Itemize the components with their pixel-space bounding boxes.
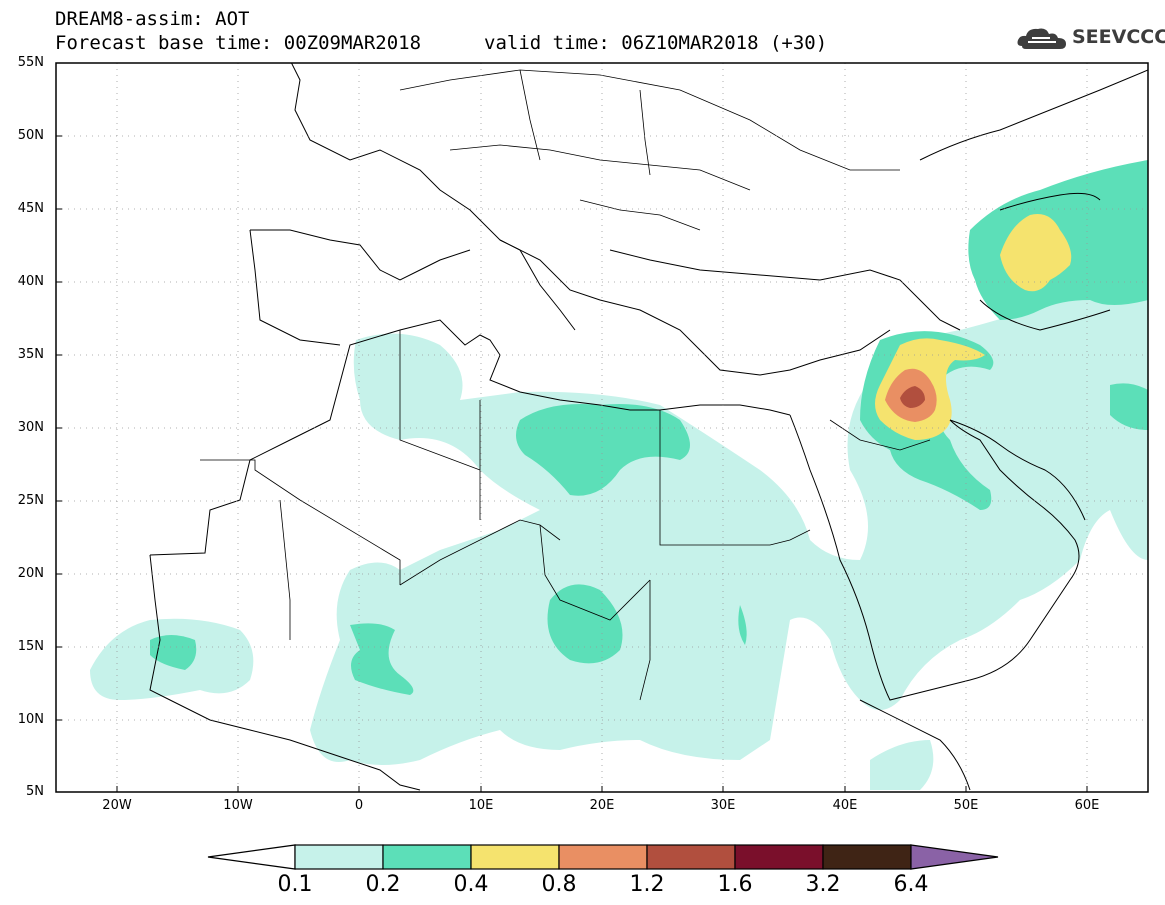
colorbar-label: 1.2 — [629, 872, 665, 897]
colorbar-label: 6.4 — [893, 872, 929, 897]
seevccc-logo: SEEVCCC — [1016, 24, 1165, 54]
aot-level-0-1 — [90, 240, 1148, 790]
colorbar-over-arrow — [910, 844, 999, 870]
colorbar-bin-7 — [822, 844, 912, 870]
lon-label: 20E — [589, 798, 615, 813]
valid-time: valid time: 06Z10MAR2018 (+30) — [484, 32, 828, 54]
colorbar-label: 0.2 — [365, 872, 401, 897]
colorbar-bin-5 — [646, 844, 736, 870]
lon-label: 40E — [832, 798, 858, 813]
colorbar-label: 0.1 — [277, 872, 313, 897]
colorbar-label: 3.2 — [805, 872, 841, 897]
colorbar-bin-1 — [294, 844, 384, 870]
axis-ticks — [56, 62, 1088, 792]
logo-text: SEEVCCC — [1072, 26, 1165, 48]
lon-label: 10W — [223, 798, 253, 813]
colorbar-bin-4 — [558, 844, 648, 870]
lon-label: 50E — [953, 798, 979, 813]
colorbar-label: 1.6 — [717, 872, 753, 897]
graticule — [56, 63, 1148, 792]
colorbar-bin-2 — [382, 844, 472, 870]
colorbar — [207, 844, 999, 870]
lon-label: 0 — [354, 798, 364, 813]
colorbar-label: 0.4 — [453, 872, 489, 897]
cloud-icon — [1017, 28, 1066, 49]
lat-label: 15N — [17, 639, 44, 654]
colorbar-bin-6 — [734, 844, 824, 870]
lat-label: 10N — [17, 712, 44, 727]
map-title: DREAM8-assim: AOT — [55, 8, 250, 30]
colorbar-label: 0.8 — [541, 872, 577, 897]
lat-label: 55N — [17, 55, 44, 70]
lat-label: 25N — [17, 493, 44, 508]
lat-label: 35N — [17, 347, 44, 362]
country-borders — [200, 69, 931, 701]
lat-label: 40N — [17, 274, 44, 289]
lat-label: 5N — [26, 784, 44, 799]
lon-label: 30E — [710, 798, 736, 813]
lat-label: 50N — [17, 128, 44, 143]
lat-label: 20N — [17, 566, 44, 581]
aot-level-1-2 — [900, 386, 925, 408]
coastlines — [149, 63, 1148, 791]
lat-label: 30N — [17, 420, 44, 435]
lon-label: 20W — [102, 798, 132, 813]
forecast-base-time: Forecast base time: 00Z09MAR2018 — [55, 32, 422, 54]
lon-label: 10E — [468, 798, 494, 813]
lat-label: 45N — [17, 201, 44, 216]
lon-label: 60E — [1074, 798, 1100, 813]
aot-field — [90, 63, 1148, 791]
colorbar-under-arrow — [207, 844, 296, 870]
colorbar-bin-3 — [470, 844, 560, 870]
